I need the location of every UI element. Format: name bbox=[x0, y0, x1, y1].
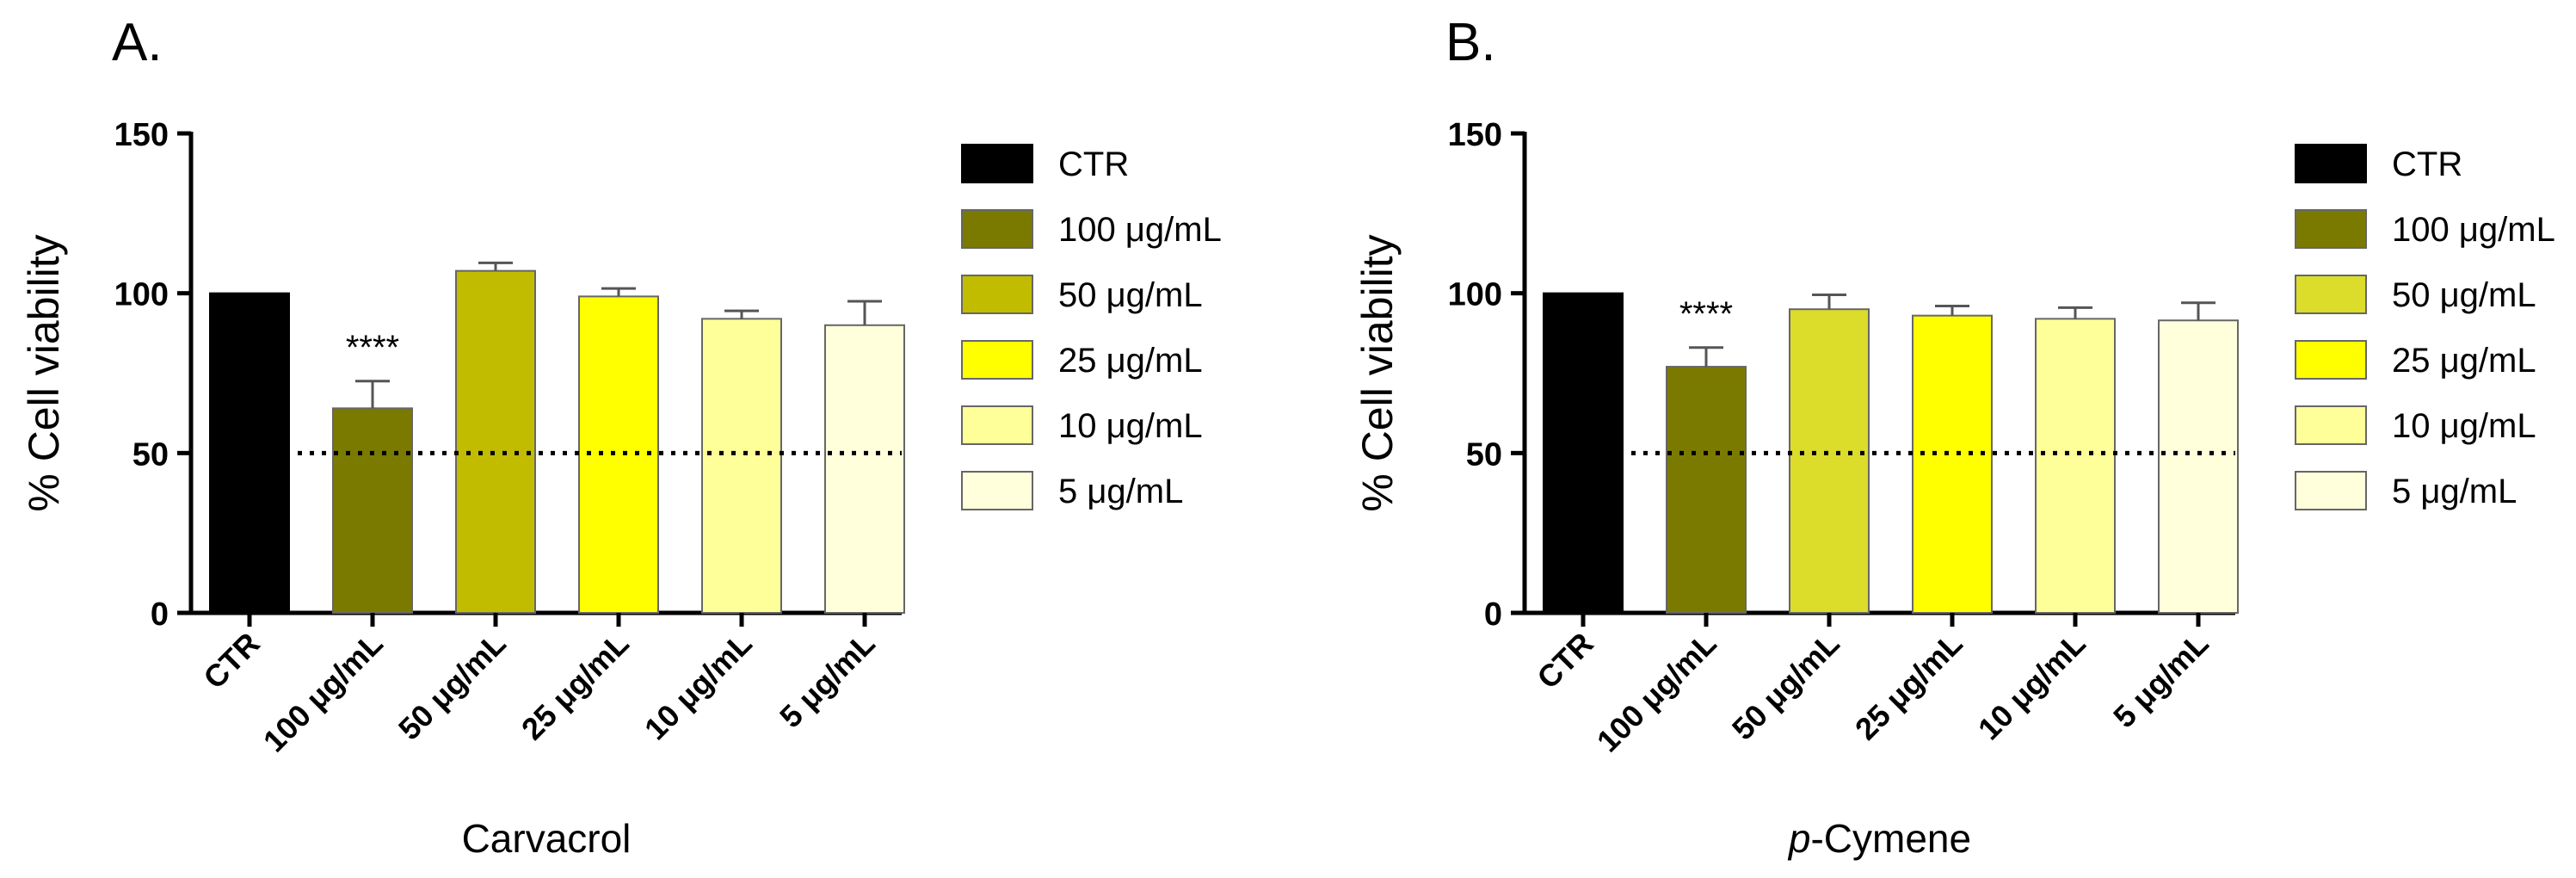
y-tick-label: 150 bbox=[114, 117, 169, 153]
bar bbox=[332, 407, 413, 615]
bar bbox=[209, 292, 290, 614]
x-tick-label: 100 μg/mL bbox=[256, 626, 390, 759]
chart-panel-b: B. % Cell viability 0 50 100 150 CTR **** 100 μg… bbox=[1334, 0, 2576, 878]
significance-marker: **** bbox=[346, 329, 399, 367]
significance-marker: **** bbox=[1679, 295, 1733, 333]
y-axis-label: % Cell viability bbox=[1353, 234, 1402, 511]
y-tick-label: 0 bbox=[1484, 597, 1502, 633]
legend-swatch bbox=[2295, 144, 2367, 183]
bar bbox=[578, 295, 659, 614]
legend-label: 100 μg/mL bbox=[1058, 211, 1222, 249]
y-tick-label: 0 bbox=[151, 597, 169, 633]
y-axis-label: % Cell viability bbox=[20, 234, 68, 511]
bar bbox=[1543, 292, 1624, 614]
x-axis-label-text: -Cymene bbox=[1810, 816, 1971, 861]
legend-label: 5 μg/mL bbox=[2392, 473, 2517, 510]
legend-swatch bbox=[2295, 275, 2367, 314]
y-tick-label: 50 bbox=[1466, 436, 1502, 473]
bar bbox=[2158, 319, 2239, 614]
legend-swatch bbox=[2295, 209, 2367, 249]
x-tick-label: 5 μg/mL bbox=[773, 626, 882, 735]
x-tick-label: CTR bbox=[196, 626, 266, 696]
x-tick-label: 25 μg/mL bbox=[1848, 626, 1969, 747]
legend-swatch bbox=[961, 144, 1033, 183]
panel-label: A. bbox=[112, 13, 163, 72]
bar bbox=[701, 318, 782, 614]
legend-swatch bbox=[961, 471, 1033, 510]
x-axis-label-prefix: p bbox=[1787, 816, 1811, 861]
x-tick-label: 50 μg/mL bbox=[391, 626, 513, 747]
legend-label: 50 μg/mL bbox=[2392, 276, 2536, 314]
legend-swatch bbox=[961, 405, 1033, 445]
legend-label: 50 μg/mL bbox=[1058, 276, 1203, 314]
x-tick-label: CTR bbox=[1530, 626, 1599, 696]
legend-label: 5 μg/mL bbox=[1058, 473, 1183, 510]
y-tick-label: 100 bbox=[114, 277, 169, 313]
x-tick-label: 10 μg/mL bbox=[638, 626, 759, 747]
x-axis-label-text: Carvacrol bbox=[462, 816, 632, 861]
legend-swatch bbox=[961, 209, 1033, 249]
bar bbox=[1912, 314, 1993, 614]
panel-label: B. bbox=[1445, 13, 1496, 72]
y-tick-label: 100 bbox=[1448, 277, 1502, 313]
legend-label: 100 μg/mL bbox=[2392, 211, 2555, 249]
legend-label: CTR bbox=[2392, 145, 2462, 183]
legend-label: 25 μg/mL bbox=[1058, 342, 1203, 380]
x-tick-label: 50 μg/mL bbox=[1725, 626, 1846, 747]
chart-a: A. % Cell viability 0 50 100 150 CTR **** 100 μg… bbox=[20, 13, 1222, 861]
x-axis-label: Carvacrol bbox=[462, 816, 632, 861]
legend-swatch bbox=[2295, 340, 2367, 380]
bar bbox=[2035, 318, 2116, 614]
bar bbox=[1666, 366, 1747, 614]
x-tick-label: 25 μg/mL bbox=[515, 626, 636, 747]
legend-label: 10 μg/mL bbox=[1058, 407, 1203, 445]
x-tick-label: 100 μg/mL bbox=[1590, 626, 1723, 759]
legend-swatch bbox=[2295, 471, 2367, 510]
legend-swatch bbox=[961, 275, 1033, 314]
bar bbox=[1789, 308, 1870, 614]
x-axis-label: p-Cymene bbox=[1787, 816, 1971, 861]
legend-label: 10 μg/mL bbox=[2392, 407, 2536, 445]
legend-label: 25 μg/mL bbox=[2392, 342, 2536, 380]
x-tick-label: 5 μg/mL bbox=[2106, 626, 2215, 735]
y-tick-label: 150 bbox=[1448, 117, 1502, 153]
bar bbox=[455, 269, 536, 614]
bar bbox=[824, 324, 905, 614]
legend-swatch bbox=[961, 340, 1033, 380]
x-tick-label: 10 μg/mL bbox=[1971, 626, 2092, 747]
legend-label: CTR bbox=[1058, 145, 1129, 183]
chart-panel-a: A. % Cell viability 0 50 100 150 CTR **** 100 μg… bbox=[20, 13, 1222, 861]
y-tick-label: 50 bbox=[132, 436, 169, 473]
chart-b: B. % Cell viability 0 50 100 150 CTR **** 100 μg… bbox=[1353, 13, 2555, 861]
legend-swatch bbox=[2295, 405, 2367, 445]
